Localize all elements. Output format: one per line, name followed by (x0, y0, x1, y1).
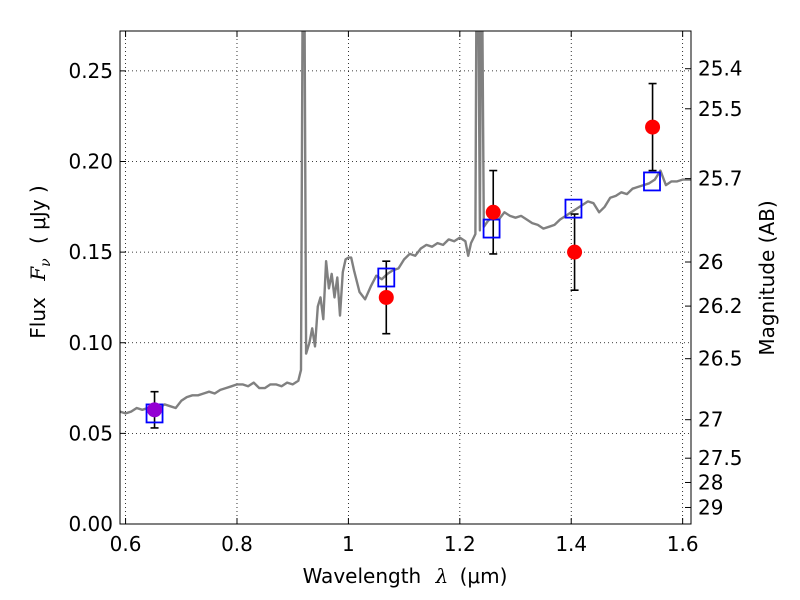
model-point-square (377, 267, 396, 288)
model-point-square (482, 218, 501, 239)
mag-tick-label: 27 (698, 408, 723, 432)
observed-point (645, 119, 661, 135)
x-tick-label: 1.6 (667, 532, 699, 556)
x-tick-label: 1 (342, 532, 355, 556)
plot-frame (119, 30, 692, 525)
y-axis-label-symbol: F (26, 266, 50, 282)
y-tick-label: 0.00 (68, 512, 113, 536)
x-axis-label: Wavelength λ (μm) (303, 564, 508, 588)
observed-point (567, 244, 583, 260)
y2-axis-label: Magnitude (AB) (755, 200, 779, 355)
y-axis-label-text: Flux (26, 297, 50, 339)
x-axis-label-unit: (μm) (460, 564, 508, 588)
model-point-square (564, 198, 583, 219)
y-tick-label: 0.25 (68, 59, 113, 83)
mag-tick-label: 25.4 (698, 57, 743, 81)
mag-tick-label: 26.2 (698, 294, 743, 318)
mag-tick-label: 26 (698, 250, 723, 274)
y-tick-label: 0.10 (68, 331, 113, 355)
x-tick-label: 1.4 (555, 532, 587, 556)
observed-point (147, 402, 163, 418)
ticks: 0.6 0.8 1 1.2 1.4 1.6 0.00 0.05 0.10 0.15 0.20 0.25… (68, 31, 743, 556)
mag-tick-label: 29 (698, 495, 723, 519)
x-tick-label: 0.8 (221, 532, 253, 556)
mag-tick-label: 26.5 (698, 347, 743, 371)
y-axis-label-unit: ( μJy ) (26, 185, 50, 244)
series-layer (120, 31, 691, 429)
x-tick-label: 1.2 (444, 532, 476, 556)
spectrum-line (120, 31, 691, 415)
y-axis-label-sub: ν (38, 258, 54, 267)
mag-tick-label: 25.5 (698, 97, 743, 121)
x-axis-label-symbol: λ (435, 564, 449, 588)
y-axis-label: Flux Fν ( μJy ) (26, 185, 55, 338)
observed-point (378, 289, 394, 305)
y-tick-label: 0.05 (68, 421, 113, 445)
mag-tick-label: 28 (698, 470, 723, 494)
observed-point (485, 204, 501, 220)
mag-tick-label: 27.5 (698, 446, 743, 470)
x-tick-label: 0.6 (110, 532, 142, 556)
mag-tick-label: 25.7 (698, 167, 743, 191)
model-point-square (643, 171, 661, 192)
x-axis-label-text: Wavelength (303, 564, 422, 588)
plot-background (120, 31, 691, 524)
y-tick-label: 0.20 (68, 150, 113, 174)
y-tick-label: 0.15 (68, 240, 113, 264)
